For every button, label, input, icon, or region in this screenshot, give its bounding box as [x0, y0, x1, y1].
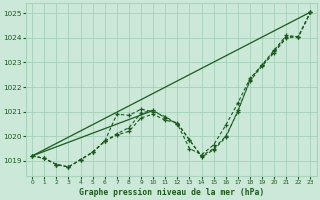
X-axis label: Graphe pression niveau de la mer (hPa): Graphe pression niveau de la mer (hPa) — [79, 188, 264, 197]
